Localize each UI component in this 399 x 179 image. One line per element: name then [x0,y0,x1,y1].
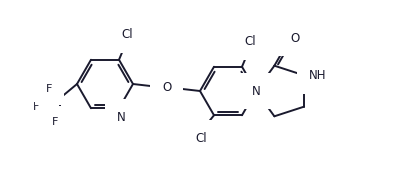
Text: F: F [33,102,40,112]
Text: F: F [52,117,58,127]
Text: O: O [290,32,299,45]
Text: NH: NH [309,69,327,82]
Text: Cl: Cl [244,35,256,48]
Text: N: N [252,84,261,98]
Text: F: F [46,84,53,94]
Text: O: O [162,81,171,94]
Text: N: N [117,111,125,124]
Text: Cl: Cl [121,28,133,41]
Text: Cl: Cl [195,132,207,145]
